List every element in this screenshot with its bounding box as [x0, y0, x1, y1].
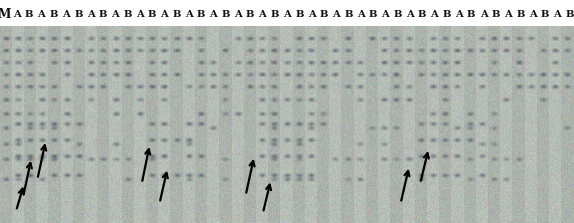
Text: A: A [480, 10, 487, 19]
Text: B: B [491, 10, 500, 19]
Text: A: A [357, 10, 364, 19]
Text: A: A [136, 10, 144, 19]
Text: B: B [246, 10, 254, 19]
Text: B: B [467, 10, 475, 19]
Text: A: A [13, 10, 21, 19]
Text: B: B [25, 10, 33, 19]
Text: B: B [565, 10, 573, 19]
Text: B: B [344, 10, 352, 19]
Text: A: A [504, 10, 512, 19]
Text: A: A [308, 10, 316, 19]
Text: A: A [62, 10, 70, 19]
Text: B: B [197, 10, 205, 19]
Text: A: A [210, 10, 217, 19]
Text: B: B [49, 10, 58, 19]
Text: A: A [381, 10, 389, 19]
Text: A: A [160, 10, 168, 19]
Text: B: B [516, 10, 525, 19]
Text: A: A [430, 10, 438, 19]
Text: A: A [185, 10, 193, 19]
Text: B: B [99, 10, 107, 19]
Text: A: A [87, 10, 94, 19]
Text: A: A [553, 10, 561, 19]
Text: B: B [418, 10, 426, 19]
Text: B: B [74, 10, 83, 19]
Text: A: A [455, 10, 463, 19]
Text: B: B [369, 10, 377, 19]
Text: B: B [393, 10, 402, 19]
Text: B: B [541, 10, 549, 19]
Text: A: A [111, 10, 119, 19]
Text: A: A [332, 10, 340, 19]
Text: B: B [320, 10, 328, 19]
Text: A: A [406, 10, 414, 19]
Text: B: B [443, 10, 451, 19]
Text: A: A [283, 10, 291, 19]
Text: B: B [295, 10, 304, 19]
Text: A: A [258, 10, 266, 19]
Text: B: B [123, 10, 131, 19]
Text: A: A [529, 10, 537, 19]
Text: B: B [172, 10, 181, 19]
Text: M: M [0, 8, 11, 21]
Text: A: A [37, 10, 45, 19]
Text: B: B [270, 10, 279, 19]
Text: B: B [222, 10, 230, 19]
Text: B: B [148, 10, 156, 19]
Text: A: A [234, 10, 242, 19]
